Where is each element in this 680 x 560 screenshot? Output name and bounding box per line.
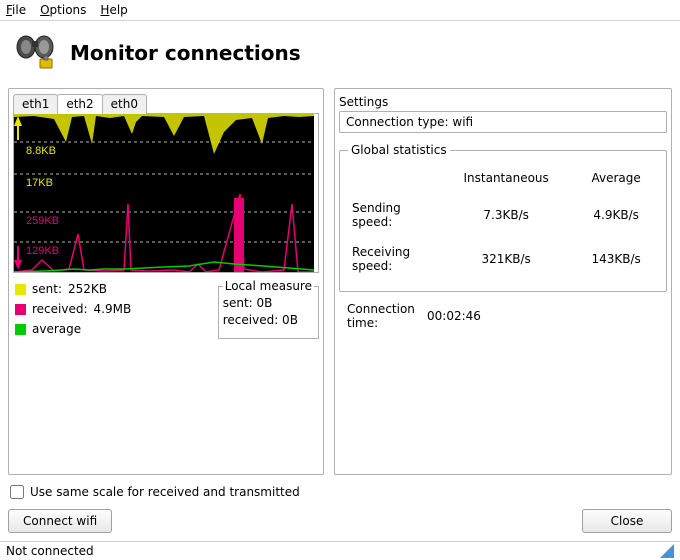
svg-text:17KB: 17KB (26, 177, 53, 189)
legend-average: average (13, 319, 214, 339)
col-average: Average (574, 163, 658, 193)
same-scale-checkbox[interactable] (10, 485, 24, 499)
traffic-chart: 8.8KB 17KB 259KB 129KB (13, 113, 319, 273)
connection-time: Connection time: 00:02:46 (339, 302, 667, 330)
local-sent: sent: 0B (223, 295, 314, 312)
sending-avg: 4.9KB/s (574, 193, 658, 237)
menu-bar: File Options Help (0, 0, 680, 21)
same-scale-label: Use same scale for received and transmit… (30, 485, 300, 499)
interface-tabs: eth1 eth2 eth0 (13, 93, 319, 113)
local-received: received: 0B (223, 312, 314, 329)
tab-eth1[interactable]: eth1 (13, 94, 58, 114)
status-bar: Not connected (0, 541, 680, 560)
row-sending-label: Sending speed: (348, 193, 438, 237)
global-statistics-box: Global statistics Instantaneous Average … (339, 143, 667, 292)
svg-text:129KB: 129KB (26, 245, 59, 257)
menu-help[interactable]: Help (100, 3, 127, 17)
connection-type-box: Connection type: wifi (339, 111, 667, 133)
swatch-received (15, 304, 26, 315)
settings-label: Settings (339, 93, 667, 111)
stats-table: Instantaneous Average Sending speed: 7.3… (348, 163, 658, 281)
svg-text:8.8KB: 8.8KB (26, 145, 56, 157)
chart-panel: eth1 eth2 eth0 8.8KB 17KB 259KB 129KB sent:… (8, 88, 324, 475)
status-text: Not connected (6, 544, 94, 558)
local-measure-title: Local measure (223, 279, 314, 293)
legend-received-value: 4.9MB (94, 302, 132, 316)
menu-file[interactable]: File (6, 3, 26, 17)
menu-options[interactable]: Options (40, 3, 86, 17)
settings-panel: Settings Connection type: wifi Global st… (334, 88, 672, 475)
header: Monitor connections (0, 21, 680, 88)
legend-sent-label: sent: (32, 282, 62, 296)
resize-grip-icon[interactable] (660, 544, 674, 558)
global-statistics-legend: Global statistics (348, 143, 450, 157)
svg-text:259KB: 259KB (26, 215, 59, 227)
sending-inst: 7.3KB/s (438, 193, 574, 237)
tab-eth2[interactable]: eth2 (57, 94, 102, 114)
legend-average-label: average (32, 322, 81, 336)
receiving-inst: 321KB/s (438, 237, 574, 281)
legend-sent-value: 252KB (68, 282, 107, 296)
row-receiving-label: Receiving speed: (348, 237, 438, 281)
close-button[interactable]: Close (582, 509, 672, 533)
legend-sent: sent: 252KB (13, 279, 214, 299)
connect-wifi-button[interactable]: Connect wifi (8, 509, 112, 533)
local-measure-box: Local measure sent: 0B received: 0B (218, 279, 319, 339)
connection-time-value: 00:02:46 (427, 309, 481, 323)
tab-eth0[interactable]: eth0 (102, 94, 147, 114)
legend-received-label: received: (32, 302, 88, 316)
binoculars-icon (14, 31, 58, 74)
page-title: Monitor connections (70, 41, 301, 65)
connection-time-label: Connection time: (347, 302, 427, 330)
swatch-sent (15, 284, 26, 295)
swatch-average (15, 324, 26, 335)
col-instantaneous: Instantaneous (438, 163, 574, 193)
legend-received: received: 4.9MB (13, 299, 214, 319)
same-scale-checkbox-row[interactable]: Use same scale for received and transmit… (8, 481, 672, 503)
receiving-avg: 143KB/s (574, 237, 658, 281)
